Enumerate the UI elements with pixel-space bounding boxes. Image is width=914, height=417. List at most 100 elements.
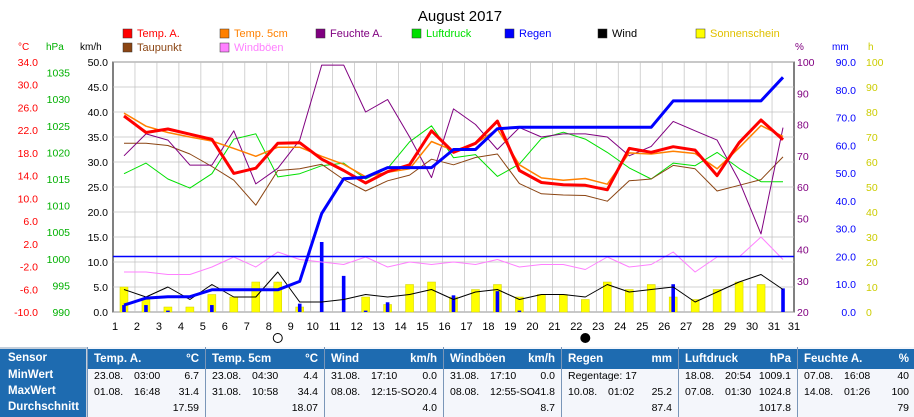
x-tick: 8 (266, 321, 272, 333)
sunshine-bar (185, 306, 195, 313)
stats-date: 14.08. (804, 386, 834, 398)
sun-tick: 40 (866, 207, 878, 219)
temp-tick: 30.0 (18, 80, 39, 92)
wind-unit-label: km/h (80, 42, 102, 53)
legend-swatch (122, 42, 133, 53)
sunshine-bar (603, 281, 612, 313)
wind-tick: 40.0 (88, 107, 109, 119)
x-tick: 20 (526, 321, 538, 333)
sun-tick: 90 (866, 82, 878, 94)
stats-column-name: Feuchte A. (804, 353, 863, 365)
sunshine-bar (361, 296, 370, 313)
x-tick: 29 (724, 321, 736, 333)
stats-column-header: Temp. A. °C (88, 349, 205, 369)
stats-value: 1009.1 (758, 370, 791, 382)
stats-max-row: 31.08. 10:58 34.4 (212, 385, 318, 400)
sunshine-bar (537, 294, 546, 313)
rain-tick: 10.0 (836, 279, 857, 291)
rain-tick: 80.0 (836, 85, 857, 97)
stats-min-row: Regentage: 17 (568, 369, 672, 384)
stats-column-unit: % (898, 353, 909, 365)
wind-tick: 15.0 (88, 232, 109, 244)
daily-rain-bar (363, 310, 368, 312)
daily-rain-bar (671, 284, 675, 312)
series-line-feuchte-a- (123, 64, 784, 235)
legend-swatch (695, 28, 706, 39)
stats-date: 07.08. (685, 386, 715, 398)
pressure-unit-label: hPa (46, 42, 64, 53)
rain-tick: 20.0 (836, 251, 857, 263)
stats-column: Feuchte A.% 07.08. 16:08 40 14.08. 01:26 100 79 (797, 347, 914, 417)
chart-title: August 2017 (418, 8, 502, 25)
x-tick: 7 (244, 321, 250, 333)
wind-tick: 5.0 (93, 282, 108, 294)
rain-tick: 0.0 (841, 307, 856, 319)
stats-column-header: Regen mm (562, 349, 678, 369)
x-tick: 16 (438, 321, 450, 333)
stats-date: 31.08. (331, 370, 361, 382)
humidity-tick: 80 (797, 120, 809, 132)
temp-tick: -10.0 (14, 307, 38, 319)
x-tick: 19 (504, 321, 516, 333)
temp-tick: 26.0 (18, 102, 39, 114)
row-label-max: MaxWert (8, 385, 56, 397)
stats-column-header: Windböen km/h (444, 349, 561, 369)
temp-tick: 34.0 (18, 57, 39, 69)
sun-tick: 60 (866, 157, 878, 169)
pressure-tick: 995 (52, 280, 70, 292)
stats-value: 6.7 (184, 370, 199, 382)
stats-time: 03:00 (134, 370, 161, 382)
stats-column: Temp. 5cm °C 23.08. 04:30 4.4 31.08. 10:58 34.4… (205, 347, 324, 417)
humidity-tick: 30 (797, 276, 809, 288)
stats-average: 4.0 (422, 402, 437, 414)
stats-value: 25.2 (651, 386, 672, 398)
stats-date: 07.08. (804, 370, 834, 382)
temp-tick: 10.0 (18, 193, 39, 205)
legend-label: Regen (519, 28, 551, 40)
stats-average: 87.4 (651, 402, 672, 414)
humidity-tick: 70 (797, 151, 809, 163)
statistics-table: Sensor MinWert MaxWert Durchschnitt Temp… (0, 347, 914, 417)
stats-value: 20.4 (416, 386, 437, 398)
stats-date: 31.08. (450, 370, 480, 382)
wind-tick: 30.0 (88, 157, 109, 169)
stats-column: Wind km/h 31.08. 17:10 0.0 08.08. 12:15-SO 20.4… (324, 347, 443, 417)
stats-time: 10:58 (252, 386, 279, 398)
sun-tick: 0 (866, 307, 872, 319)
x-tick: 17 (460, 321, 472, 333)
x-tick: 11 (329, 321, 340, 333)
x-axis-labels: 1 2 3 4 5 6 7 8 9 10 11 12 13 14 15 16 17 18 19 20 21 22 23 24 2… (112, 321, 800, 333)
row-label-min: MinWert (8, 369, 54, 381)
sunshine-bar (471, 289, 480, 313)
sunshine-bar (690, 299, 700, 313)
wind-tick: 45.0 (88, 82, 109, 94)
stats-date: 01.08. (94, 386, 124, 398)
pressure-tick: 1025 (47, 121, 71, 133)
legend-swatch (219, 42, 230, 53)
temp-tick: 22.0 (18, 125, 39, 137)
series-line-temp-a- (123, 114, 785, 192)
x-tick: 2 (134, 321, 140, 333)
legend: Temp. A. Temp. 5cm Feuchte A. Luftdruck Rege… (122, 28, 780, 54)
stats-time: 12:15-SO (371, 386, 416, 398)
stats-max-row: 08.08. 12:55-SO 41.8 (450, 385, 555, 400)
grid (113, 61, 794, 313)
stats-time: 17:10 (371, 370, 398, 382)
stats-column-unit: mm (651, 353, 672, 365)
stats-column: Regen mm Regentage: 17 10.08. 01:02 25.2 87.4 (561, 347, 678, 417)
daily-rain-bar (781, 288, 785, 312)
stats-column-name: Temp. 5cm (212, 353, 272, 365)
x-tick: 3 (156, 321, 162, 333)
stats-column-name: Luftdruck (685, 353, 739, 365)
axis-units: °C hPa km/h % mm h (18, 42, 874, 53)
stats-column-name: Temp. A. (94, 353, 142, 365)
daily-rain-bar (144, 305, 148, 312)
stats-value: 100 (891, 386, 909, 398)
sunshine-bar (734, 281, 744, 313)
x-tick: 4 (178, 321, 184, 333)
stats-column: Luftdruck hPa 18.08. 20:54 1009.1 07.08. 01:30… (678, 347, 797, 417)
x-tick: 23 (592, 321, 604, 333)
stats-average: 18.07 (291, 402, 318, 414)
sunshine-bar (273, 281, 283, 313)
rain-tick: 70.0 (836, 113, 857, 125)
